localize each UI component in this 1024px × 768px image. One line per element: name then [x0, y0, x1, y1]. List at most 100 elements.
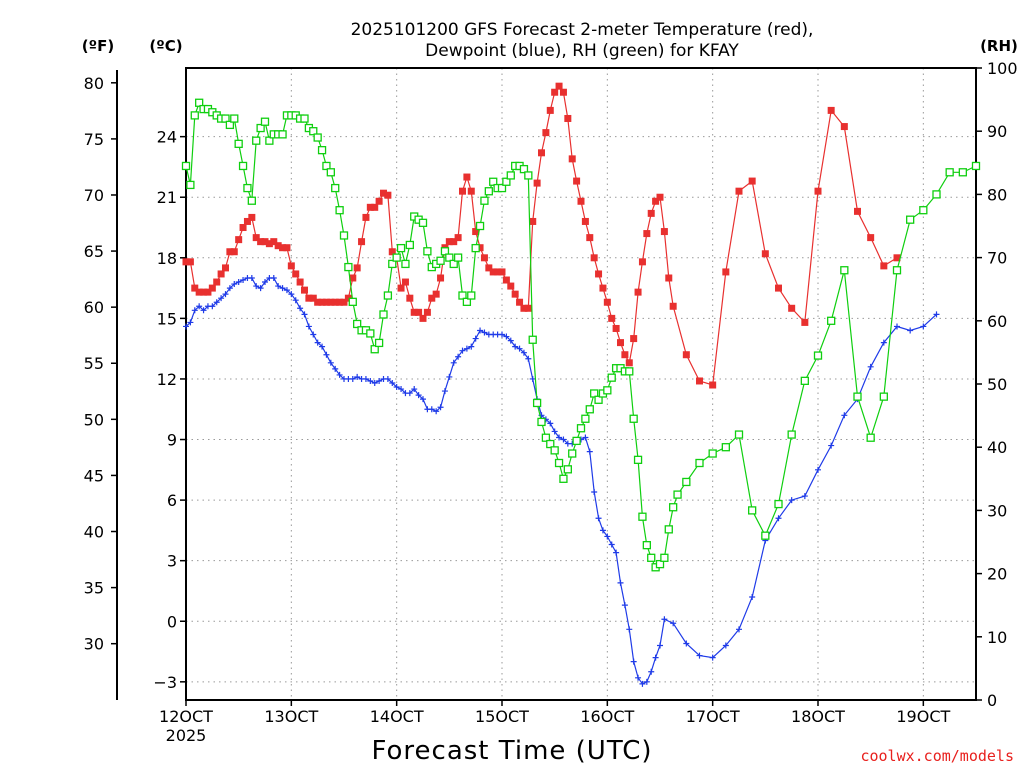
dewpoint-point: [801, 493, 808, 500]
dewpoint-point: [323, 351, 330, 358]
x-axis-label: Forecast Time (UTC): [371, 736, 652, 766]
rh-point: [919, 206, 928, 215]
rh-unit-label: (RH): [980, 37, 1018, 55]
dewpoint-point: [547, 420, 554, 427]
2-meter-temperature-point: [331, 298, 339, 306]
dewpoint-point: [709, 654, 716, 661]
rh-point: [317, 146, 327, 155]
dewpoint-point: [297, 305, 304, 312]
2-meter-temperature-point: [581, 217, 589, 225]
rh-point: [221, 114, 230, 123]
2-meter-temperature-point: [186, 258, 194, 266]
rh-tick-label: 50: [987, 375, 1007, 394]
time-tick-label: 13OCT: [264, 707, 318, 726]
rh-point: [550, 446, 559, 455]
2-meter-temperature-point: [213, 278, 221, 286]
celsius-tick-label: 12: [157, 370, 177, 389]
dewpoint-point: [867, 363, 874, 370]
celsius-tick-label: 0: [167, 612, 177, 631]
dewpoint-point: [288, 291, 295, 298]
rh-point: [467, 291, 476, 300]
dewpoint-point: [231, 281, 238, 288]
fahrenheit-tick-label: 55: [84, 354, 104, 373]
dewpoint-point: [354, 373, 361, 380]
rh-point: [449, 259, 458, 269]
dewpoint-point: [349, 375, 356, 382]
rh-point: [388, 259, 397, 269]
2-meter-temperature-point: [279, 244, 287, 252]
dewpoint-point: [183, 323, 189, 330]
dewpoint-point: [384, 375, 391, 382]
rh-point: [532, 398, 542, 408]
dewpoint-point: [213, 299, 220, 306]
rh-point: [326, 168, 335, 177]
dewpoint-point: [841, 412, 848, 419]
2-meter-temperature-point: [761, 250, 769, 258]
rh-point: [230, 114, 239, 123]
celsius-tick-label: 24: [157, 128, 177, 147]
2-meter-temperature-point: [665, 274, 673, 282]
fahrenheit-tick-label: 60: [84, 298, 104, 317]
rh-point: [458, 291, 467, 300]
dewpoint-point: [749, 594, 756, 601]
2-meter-temperature-point: [625, 359, 633, 367]
dewpoint-point: [639, 680, 646, 687]
rh-tick-label: 70: [987, 249, 1007, 268]
rh-point: [374, 338, 384, 348]
fahrenheit-tick-label: 40: [84, 523, 104, 542]
rh-point: [642, 541, 651, 550]
rh-point: [190, 111, 199, 120]
rh-tick-label: 10: [987, 628, 1007, 647]
time-tick-label: 15OCT: [475, 707, 529, 726]
2-meter-temperature-point: [555, 82, 563, 90]
dewpoint-point: [319, 343, 326, 350]
dewpoint-point: [196, 303, 203, 310]
rh-point: [331, 183, 340, 193]
dewpoint-point: [472, 335, 479, 342]
rh-point: [309, 127, 318, 136]
dewpoint-point: [367, 377, 374, 384]
2-meter-temperature-point: [274, 242, 282, 250]
rh-point: [475, 221, 485, 231]
dewpoint-point: [907, 327, 914, 334]
2-meter-temperature-point: [344, 294, 352, 302]
2-meter-temperature-point: [630, 335, 638, 343]
rh-point: [958, 168, 967, 177]
2-meter-temperature-point: [450, 238, 458, 246]
2-meter-temperature-point: [318, 298, 326, 306]
2-meter-temperature-point: [454, 234, 462, 242]
rh-point: [546, 439, 555, 449]
rh-series: [181, 98, 981, 572]
rh-point: [568, 449, 577, 458]
rh-point: [265, 136, 274, 145]
2-meter-temperature-point: [261, 238, 269, 246]
2-meter-temperature-point: [603, 298, 611, 306]
rh-point: [708, 449, 717, 458]
2-meter-temperature-point: [480, 254, 488, 262]
2-meter-temperature-point: [577, 197, 585, 205]
rh-point: [519, 164, 529, 174]
rh-point: [559, 474, 568, 483]
rh-point: [436, 256, 445, 265]
2-meter-temperature-point: [485, 264, 493, 272]
2-meter-temperature-point: [222, 264, 229, 272]
rh-point: [313, 133, 322, 142]
2-meter-temperature-point: [437, 274, 445, 282]
dewpoint-point: [428, 406, 435, 413]
rh-point: [278, 130, 287, 139]
rh-point: [748, 506, 757, 515]
dewpoint-point: [248, 274, 255, 281]
2-meter-temperature-point: [520, 304, 528, 312]
dewpoint-point: [459, 347, 466, 354]
2-meter-temperature-point: [682, 351, 690, 359]
2-meter-temperature-point: [533, 179, 541, 187]
2-meter-temperature-point: [538, 149, 545, 157]
dewpoint-point: [398, 386, 405, 393]
rh-point: [660, 553, 669, 562]
dewpoint-point: [880, 339, 887, 346]
rh-point: [195, 98, 204, 107]
2-meter-temperature-point: [292, 270, 300, 278]
celsius-tick-label: 21: [157, 188, 177, 207]
rh-point: [673, 490, 682, 499]
